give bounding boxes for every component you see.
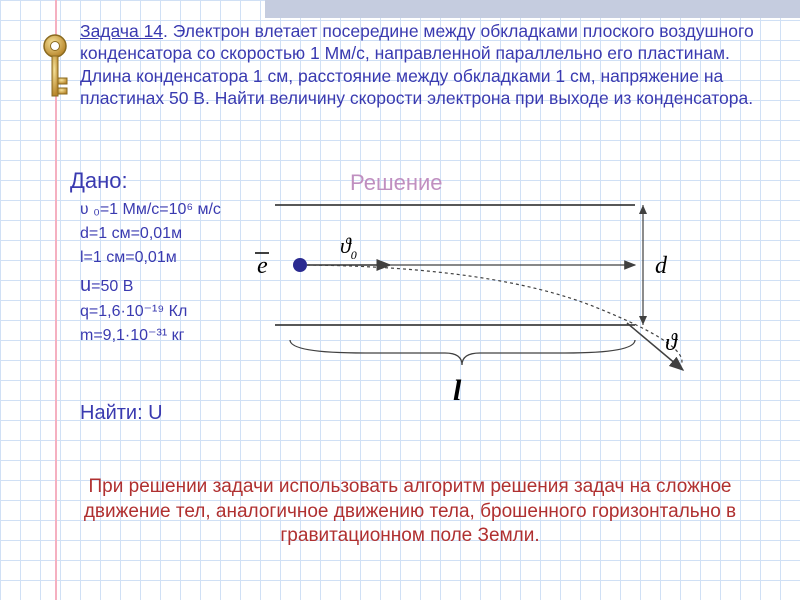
v-label: ϑ (665, 330, 678, 356)
given-m: m=9,1·10⁻³¹ кг (80, 324, 221, 348)
d-label: d (655, 253, 668, 279)
given-U: u=50 В (80, 270, 221, 300)
given-block: ʋ ₀=1 Мм/с=10⁶ м/с d=1 см=0,01м l=1 см=0… (80, 198, 221, 348)
top-band (265, 0, 800, 18)
given-l: l=1 см=0,01м (80, 246, 221, 270)
find-block: Найти: U (80, 402, 163, 425)
problem-title: Задача 14 (80, 21, 163, 41)
footer-note: При решении задачи использовать алгоритм… (60, 475, 760, 549)
given-d: d=1 см=0,01м (80, 222, 221, 246)
e-label: e (257, 253, 268, 279)
l-label: l (453, 374, 462, 407)
key-icon (38, 32, 72, 102)
v0-label: ϑ0 (340, 233, 357, 262)
electron-dot (293, 258, 307, 272)
given-label: Дано: (70, 168, 128, 194)
solution-label: Решение (350, 170, 443, 196)
given-U-val: =50 В (91, 278, 133, 295)
given-q: q=1,6·10⁻¹⁹ Кл (80, 300, 221, 324)
trajectory (307, 265, 682, 367)
l-brace (290, 340, 635, 365)
given-v0: ʋ ₀=1 Мм/с=10⁶ м/с (80, 198, 221, 222)
problem-body: . Электрон влетает посередине между обкл… (80, 21, 754, 108)
problem-statement: Задача 14. Электрон влетает посередине м… (80, 20, 780, 110)
diagram: e ϑ0 ϑ d l (235, 195, 695, 425)
given-U-sym: u (80, 274, 91, 296)
